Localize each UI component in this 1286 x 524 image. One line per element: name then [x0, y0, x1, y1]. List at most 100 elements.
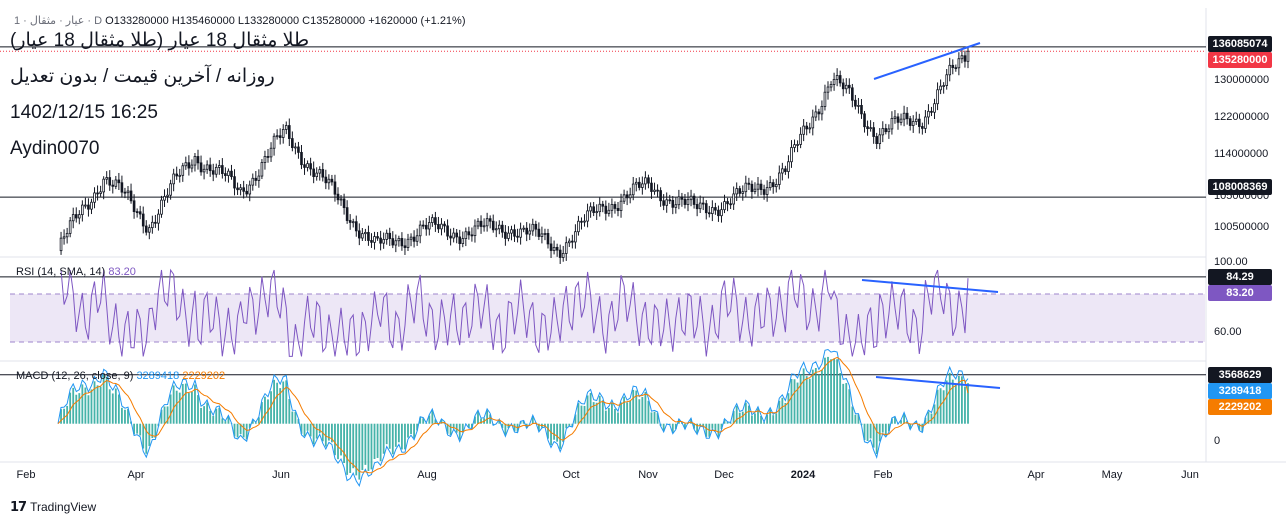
macd-histogram-bar — [656, 413, 659, 424]
candle-body — [488, 218, 492, 222]
month-label: Dec — [714, 469, 734, 481]
macd-histogram-bar — [75, 394, 78, 424]
candle-body — [202, 168, 206, 173]
candle-body — [616, 208, 620, 211]
candle-body — [397, 238, 401, 242]
candle-body — [172, 173, 175, 185]
macd-histogram-bar — [455, 423, 458, 433]
candle-body — [561, 253, 565, 258]
macd-histogram-bar — [948, 372, 951, 424]
macd-histogram-bar — [93, 381, 96, 424]
macd-histogram-bar — [851, 406, 854, 424]
candle-body — [81, 204, 84, 216]
macd-histogram-bar — [556, 423, 559, 442]
candle-body — [665, 199, 669, 206]
candle-body — [857, 104, 860, 107]
candle-body — [522, 227, 525, 230]
candle-body — [613, 204, 617, 209]
candle-body — [163, 196, 166, 201]
macd-histogram-bar — [352, 423, 355, 469]
candle-body — [324, 176, 328, 184]
macd-histogram-bar — [699, 423, 702, 426]
macd-histogram-bar — [391, 423, 394, 455]
macd-histogram-bar — [221, 418, 224, 424]
macd-histogram-bar — [635, 390, 638, 424]
title-symbol: (طلا مثقال 18 عیار (طلا مثقال 18 عیار — [10, 30, 310, 51]
macd-histogram-bar — [279, 388, 282, 424]
macd-histogram-bar — [461, 423, 464, 433]
title-author: Aydin0070 — [10, 138, 100, 159]
macd-histogram-bar — [644, 392, 647, 424]
candle-body — [497, 224, 501, 230]
candle-body — [309, 163, 312, 170]
price-trendline — [873, 42, 981, 80]
candle-body — [878, 134, 882, 145]
macd-histogram-bar — [361, 423, 364, 471]
candle-body — [723, 201, 726, 211]
candle-body — [951, 64, 955, 69]
candle-body — [440, 223, 443, 230]
candle-body — [625, 194, 629, 199]
macd-histogram-bar — [434, 419, 437, 424]
candle-body — [297, 146, 300, 153]
candle-body — [504, 231, 507, 239]
candle-body — [379, 237, 382, 244]
macd-histogram-bar — [90, 389, 93, 424]
macd-histogram-bar — [394, 423, 397, 447]
candle-body — [911, 121, 915, 126]
candle-body — [662, 200, 665, 206]
macd-histogram-bar — [702, 423, 705, 427]
macd-histogram-bar — [397, 423, 400, 443]
candle-body — [634, 181, 638, 185]
candle-body — [674, 204, 678, 208]
macd-histogram-bar — [474, 416, 476, 424]
candle-body — [306, 163, 309, 168]
candle-body — [601, 203, 605, 207]
macd-histogram-bar — [163, 406, 166, 424]
candle-body — [339, 198, 343, 201]
macd-histogram-bar — [878, 423, 881, 442]
candle-body — [720, 209, 723, 217]
macd-histogram-bar — [401, 423, 403, 450]
macd-histogram-bar — [501, 423, 504, 429]
candle-body — [257, 175, 261, 181]
rsi-value-tag: 83.20 — [1208, 285, 1272, 301]
macd-histogram-bar — [431, 410, 434, 424]
candle-body — [817, 111, 821, 115]
candle-body — [534, 223, 538, 230]
candle-body — [814, 111, 818, 118]
macd-histogram-bar — [178, 392, 181, 424]
tradingview-logo[interactable]: 𝟭𝟳 TradingView — [10, 499, 96, 515]
price-level-tag: 108008369 — [1208, 179, 1272, 195]
candle-body — [90, 201, 93, 210]
macd-histogram-bar — [580, 405, 583, 424]
macd-histogram-bar — [757, 408, 759, 424]
macd-histogram-bar — [261, 402, 263, 424]
candle-body — [607, 209, 611, 214]
candle-body — [208, 164, 212, 172]
macd-histogram-bar — [136, 423, 139, 434]
ohlc-low: L133280000 — [237, 15, 300, 27]
candle-body — [732, 193, 735, 205]
candle-body — [820, 105, 824, 115]
candle-body — [370, 240, 373, 243]
ohlc-header: 1 · عیار · مثقال · D O133280000 H1354600… — [14, 14, 466, 27]
candle-body — [656, 189, 659, 192]
candle-body — [641, 183, 644, 188]
candle-body — [811, 116, 815, 129]
candle-body — [376, 236, 379, 239]
candle-body — [872, 127, 875, 137]
candle-body — [698, 202, 702, 210]
rsi-tick-100: 100.00 — [1214, 256, 1248, 268]
macd-histogram-bar — [227, 416, 230, 424]
macd-histogram-bar — [337, 423, 339, 460]
candle-body — [166, 194, 169, 197]
macd-histogram-bar — [811, 369, 814, 424]
macd-histogram-bar — [964, 386, 966, 424]
candle-body — [610, 204, 614, 211]
candle-body — [863, 113, 866, 128]
candle-body — [260, 162, 264, 177]
macd-histogram-bar — [60, 409, 62, 424]
candle-body — [348, 220, 352, 223]
